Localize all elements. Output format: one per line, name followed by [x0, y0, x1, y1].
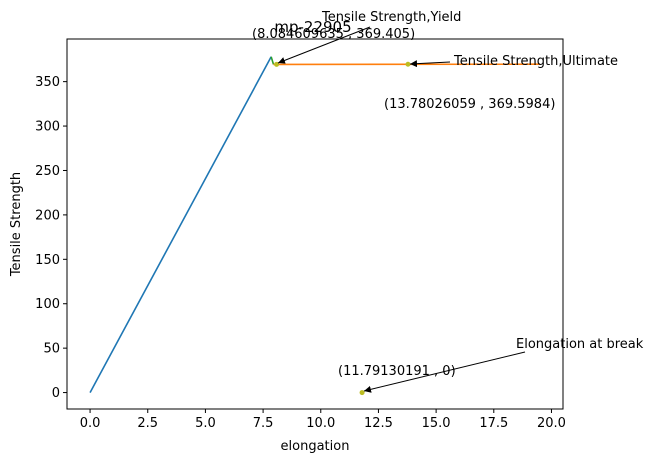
x-tick-label: 5.0	[195, 416, 216, 431]
y-axis: 0 50 100 150 200 250 300 350	[35, 75, 67, 401]
y-axis-label: Tensile Strength	[9, 172, 24, 277]
series-line-0	[89, 56, 272, 393]
annotation-yield-arrow	[277, 26, 371, 64]
annotation-break-coords: (11.79130191 , 0)	[338, 364, 456, 379]
y-tick-label: 100	[35, 297, 60, 312]
x-tick-label: 0.0	[80, 416, 101, 431]
x-tick-label: 10.0	[306, 416, 335, 431]
chart-title: mp-22905	[274, 18, 351, 36]
x-tick-label: 7.5	[253, 416, 274, 431]
y-tick-label: 300	[35, 120, 60, 135]
annotation-break-arrow	[363, 351, 526, 393]
annotation-ultimate-label: Tensile Strength,Ultimate	[453, 54, 618, 69]
data-point-0	[274, 61, 280, 67]
annotation-ultimate-arrow	[409, 60, 451, 68]
data-point-2	[359, 390, 365, 396]
y-tick-label: 150	[35, 253, 60, 268]
x-axis: 0.0 2.5 5.0 7.5 10.0 12.5 15.0 17.5 20.0	[80, 409, 566, 431]
annotation-break-label: Elongation at break	[516, 337, 644, 352]
y-tick-label: 50	[43, 342, 60, 357]
x-axis-label: elongation	[281, 439, 350, 454]
y-tick-label: 250	[35, 164, 60, 179]
x-tick-label: 12.5	[364, 416, 393, 431]
x-tick-label: 15.0	[422, 416, 451, 431]
y-tick-label: 200	[35, 208, 60, 223]
points-layer	[274, 61, 411, 396]
x-tick-label: 20.0	[537, 416, 566, 431]
series-line-1	[270, 56, 275, 65]
x-tick-label: 17.5	[479, 416, 508, 431]
annotation-yield-label: Tensile Strength,Yield	[321, 10, 461, 25]
annotations-layer: Tensile Strength,Yield (8.084609635 , 36…	[252, 10, 644, 393]
y-tick-label: 350	[35, 75, 60, 90]
annotation-yield-coords: (8.084609635 , 369.405)	[252, 27, 415, 42]
x-tick-label: 2.5	[137, 416, 158, 431]
annotation-ultimate-coords: (13.78026059 , 369.5984)	[384, 97, 555, 112]
y-tick-label: 0	[52, 386, 60, 401]
data-point-1	[405, 61, 411, 67]
plot-area-frame	[66, 38, 564, 410]
